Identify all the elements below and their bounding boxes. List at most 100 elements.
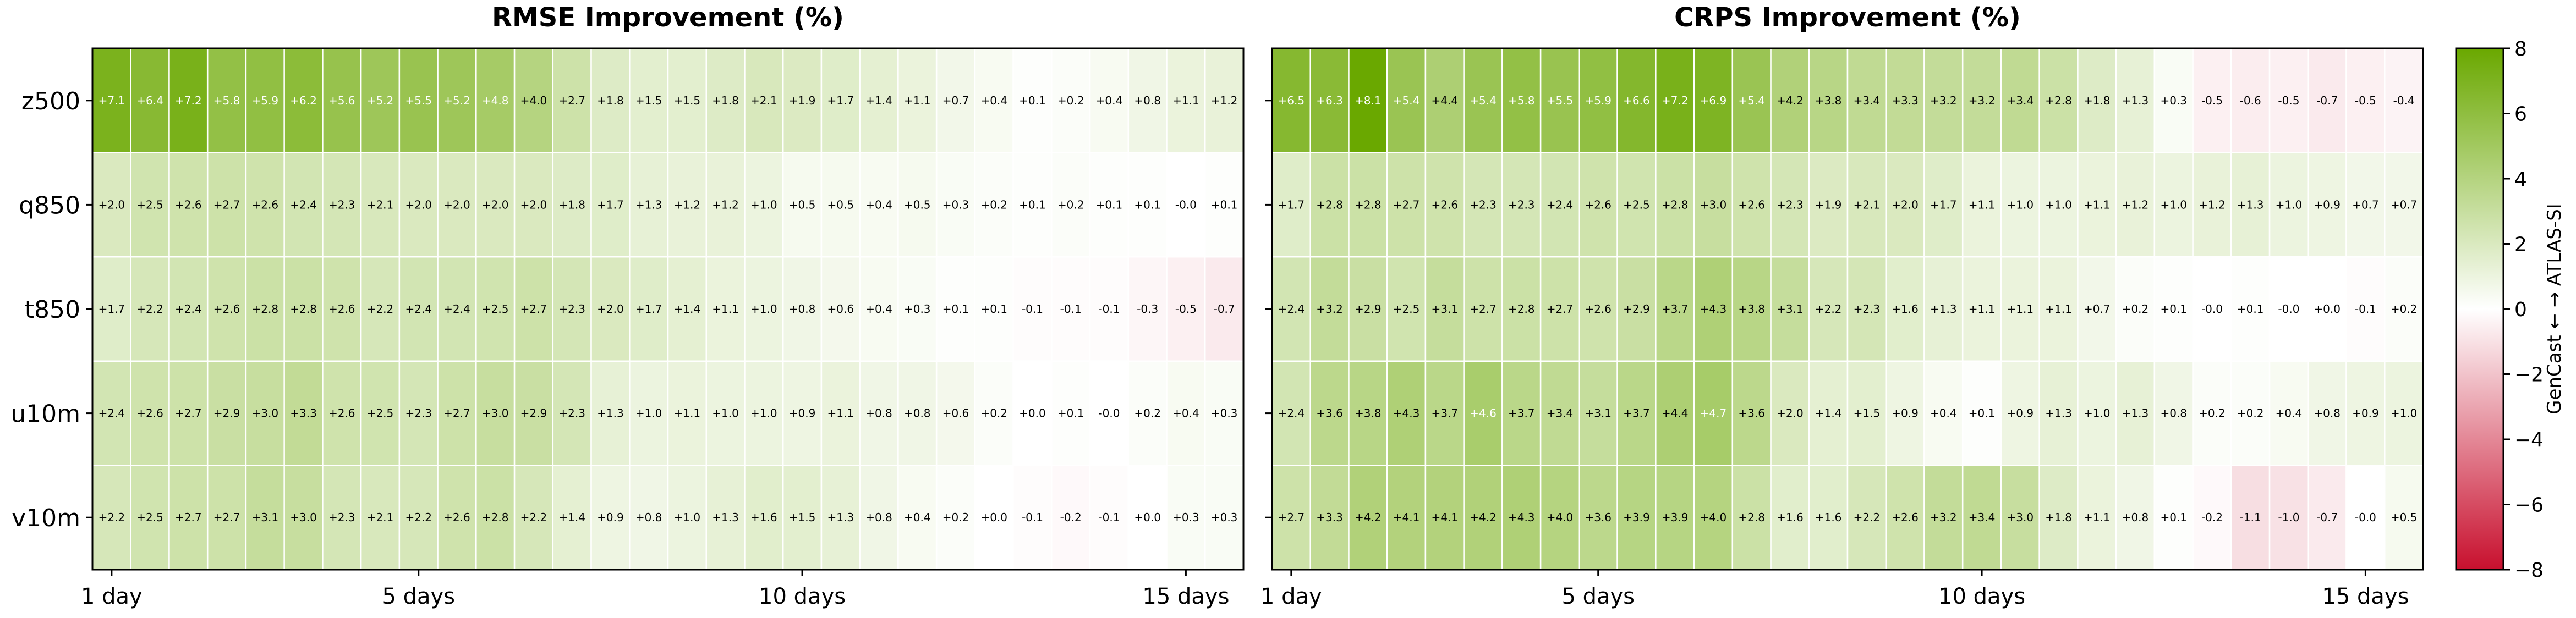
heatmap-cell (2077, 47, 2117, 153)
cell-value-label: -0.5 (2355, 94, 2376, 107)
cell-value-label: +3.6 (1738, 407, 1765, 420)
cell-value-label: -0.5 (2201, 94, 2223, 107)
heatmap-cell (2230, 465, 2271, 571)
cell-value-label: +0.2 (980, 407, 1007, 420)
cell-value-label: +2.0 (1892, 198, 1919, 211)
cell-value-label: -0.0 (1175, 198, 1197, 211)
heatmap-cell (1616, 465, 1657, 571)
cell-value-label: -0.7 (1214, 302, 1235, 316)
cell-value-label: -0.1 (1060, 302, 1082, 316)
cell-value-label: +3.3 (290, 407, 317, 420)
cell-value-label: +7.2 (175, 94, 202, 107)
cell-value-label: +0.2 (942, 511, 969, 524)
cell-value-label: +0.1 (1969, 407, 1996, 420)
heatmap-cell (437, 256, 477, 362)
cell-value-label: +1.3 (827, 511, 854, 524)
cell-value-label: +4.4 (1662, 407, 1689, 420)
cell-value-label: +4.4 (1432, 94, 1459, 107)
cell-value-label: -0.4 (2393, 94, 2415, 107)
heatmap-cell (705, 47, 746, 153)
cell-value-label: +1.2 (712, 198, 739, 211)
cell-value-label: +0.2 (1057, 94, 1084, 107)
cell-value-label: +3.7 (1662, 302, 1689, 316)
cell-value-label: +2.7 (520, 302, 547, 316)
heatmap-cell (1539, 256, 1580, 362)
row-label: v10m (12, 504, 80, 532)
heatmap-cell (667, 47, 707, 153)
cell-value-label: -0.2 (1060, 511, 1082, 524)
heatmap-cell (1616, 152, 1657, 258)
cell-value-label: +6.9 (1700, 94, 1727, 107)
heatmap-cell (2307, 152, 2347, 258)
heatmap-cell (360, 256, 401, 362)
cell-value-label: +2.6 (1432, 198, 1459, 211)
heatmap-cell (590, 465, 631, 571)
colorbar: 8 6 4 2 0 −2 −4 −6 −8 GenCast ← → ATLAS-SI (2455, 38, 2566, 582)
heatmap-cell (2230, 360, 2271, 466)
cell-value-label: +1.7 (635, 302, 662, 316)
cell-value-label: +3.1 (1432, 302, 1459, 316)
cell-value-label: +1.7 (98, 302, 125, 316)
heatmap-cell (283, 47, 324, 153)
heatmap-cell (360, 360, 401, 466)
cell-value-label: +3.2 (1930, 511, 1957, 524)
cell-value-label: -0.1 (1022, 511, 1043, 524)
cell-value-label: +1.8 (597, 94, 624, 107)
heatmap-cell (1885, 360, 1925, 466)
heatmap-cell (935, 152, 976, 258)
cell-value-label: +2.3 (1470, 198, 1497, 211)
chart-title: RMSE Improvement (%) (492, 2, 844, 33)
x-tick-label: 5 days (382, 584, 455, 609)
cell-value-label: +2.8 (482, 511, 509, 524)
heatmap-cell (1463, 152, 1503, 258)
heatmap-cell (2192, 256, 2232, 362)
cell-value-label: +2.6 (213, 302, 240, 316)
heatmap-cell (629, 360, 669, 466)
heatmap-cell (1166, 256, 1206, 362)
heatmap-cell (2345, 256, 2386, 362)
cell-value-label: +3.3 (1892, 94, 1919, 107)
heatmap-cell (820, 152, 861, 258)
cell-value-label: -0.5 (1175, 302, 1197, 316)
cell-value-label: +0.9 (2314, 198, 2341, 211)
heatmap-cell (1424, 465, 1465, 571)
heatmap-cell (1501, 465, 1542, 571)
cell-value-label: +3.4 (1547, 407, 1574, 420)
x-tick-label: 1 day (81, 584, 142, 609)
cell-value-label: +2.7 (1393, 198, 1420, 211)
heatmap-cell (1089, 47, 1130, 153)
cell-value-label: +6.4 (136, 94, 163, 107)
heatmap-cell (2038, 152, 2079, 258)
cell-value-label: +0.8 (635, 511, 662, 524)
heatmap-cell (1309, 360, 1350, 466)
cell-value-label: +4.3 (1508, 511, 1535, 524)
cell-value-label: +5.8 (213, 94, 240, 107)
colorbar-label: GenCast ← → ATLAS-SI (2544, 203, 2566, 415)
heatmap-cell (1846, 47, 1887, 153)
colorbar-gradient (2455, 47, 2504, 571)
heatmap-cell (629, 256, 669, 362)
cell-value-label: +0.2 (2199, 407, 2226, 420)
cell-value-label: +2.7 (558, 94, 585, 107)
heatmap-cell (1166, 465, 1206, 571)
cell-value-label: +2.8 (1662, 198, 1689, 211)
cell-value-label: +2.3 (328, 511, 355, 524)
cell-value-label: +1.0 (635, 407, 662, 420)
heatmap-cell (513, 256, 554, 362)
cell-value-label: +1.0 (2084, 407, 2111, 420)
heatmap-cell (168, 465, 209, 571)
cell-value-label: +1.2 (2199, 198, 2226, 211)
cell-value-label: +1.7 (1930, 198, 1957, 211)
cell-value-label: +0.2 (2237, 407, 2264, 420)
heatmap-cell (2192, 360, 2232, 466)
heatmap-cell (2307, 360, 2347, 466)
cell-value-label: +6.2 (290, 94, 317, 107)
heatmap-cell (552, 256, 592, 362)
cell-value-label: +5.5 (405, 94, 432, 107)
cell-value-label: -0.1 (1098, 511, 1120, 524)
cell-value-label: +0.4 (904, 511, 931, 524)
heatmap-cell (705, 152, 746, 258)
heatmap-cell (667, 256, 707, 362)
colorbar-tick-label: −8 (2514, 559, 2544, 582)
heatmap-cell (2115, 152, 2156, 258)
